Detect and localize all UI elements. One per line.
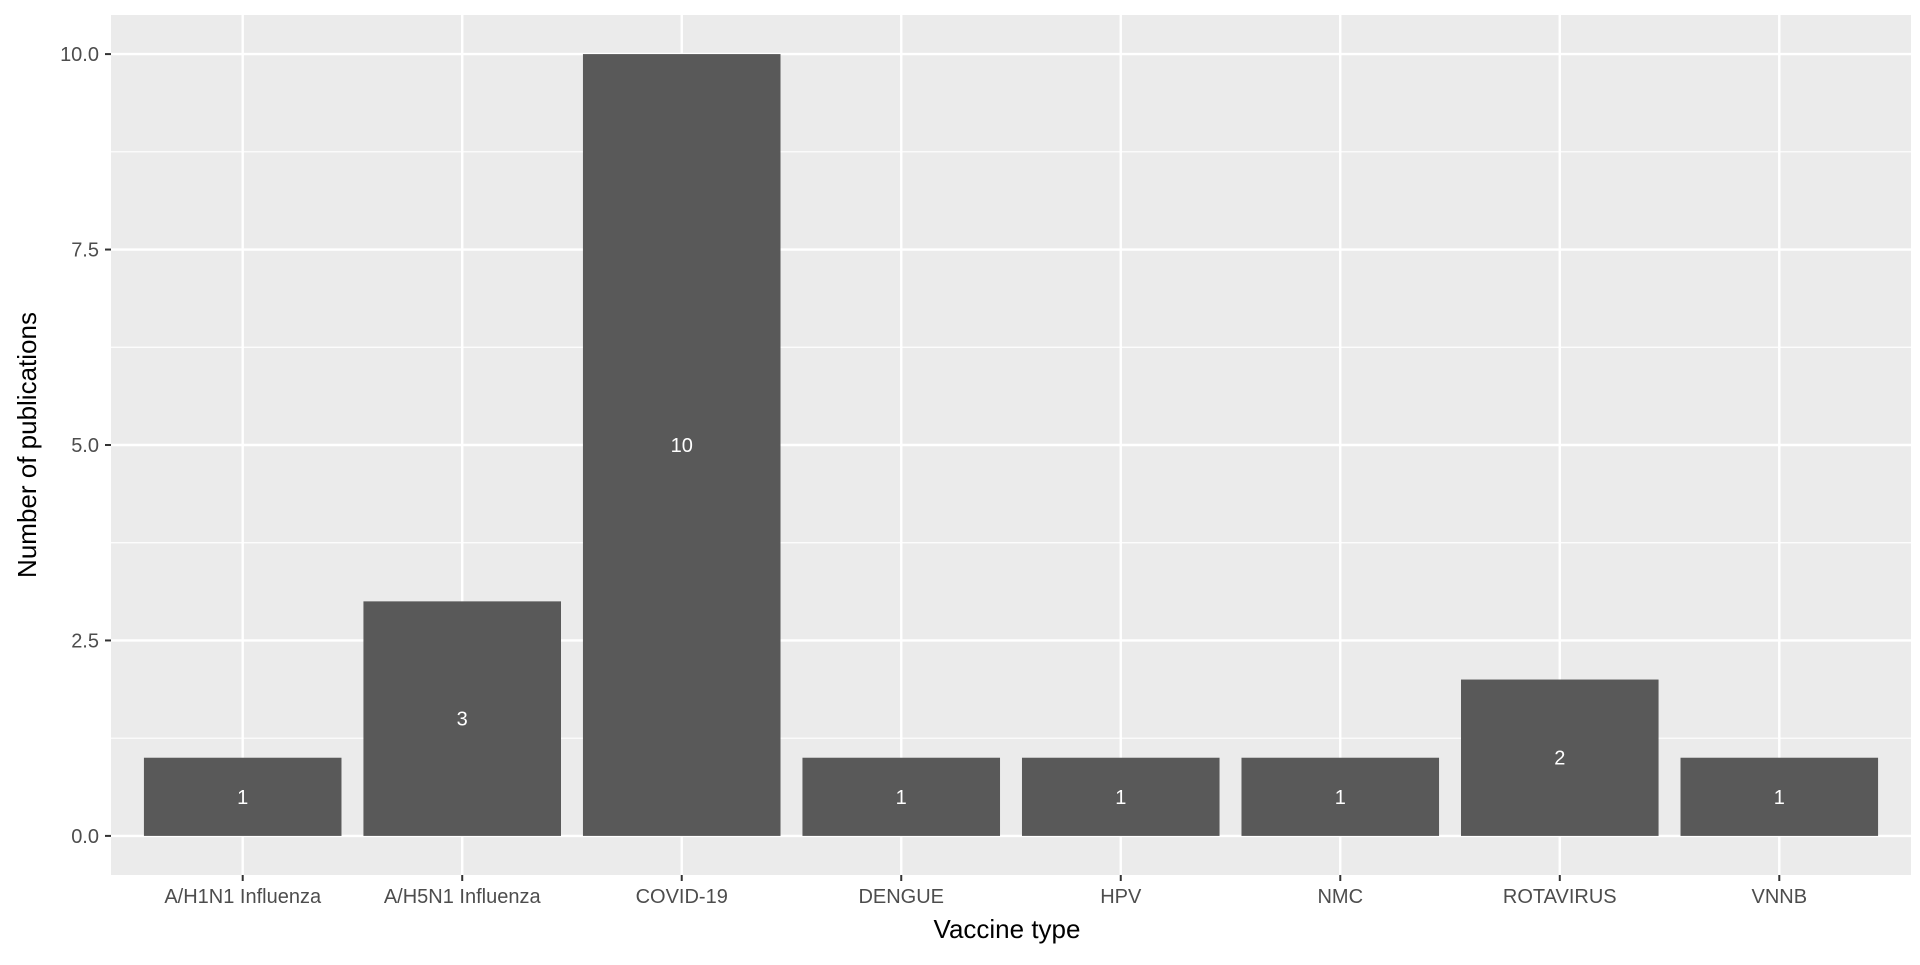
x-tick-label: HPV bbox=[1100, 886, 1142, 908]
y-tick-label: 0.0 bbox=[71, 826, 99, 848]
bar bbox=[1241, 757, 1440, 836]
bar bbox=[1461, 679, 1659, 836]
bar bbox=[582, 54, 781, 836]
y-tick-label: 10.0 bbox=[60, 44, 99, 66]
bar-data-label: 10 bbox=[671, 435, 693, 457]
y-axis-title: Number of publications bbox=[12, 312, 42, 578]
bar-data-label: 1 bbox=[1335, 787, 1346, 809]
bar bbox=[802, 757, 1001, 836]
bars bbox=[143, 54, 1879, 836]
x-axis: A/H1N1 Influenza A/H5N1 Influenza COVID-19… bbox=[164, 875, 1807, 908]
y-tick-label: 2.5 bbox=[71, 630, 99, 652]
bar-data-labels: 1 3 10 1 1 1 2 1 bbox=[237, 435, 1785, 809]
x-tick-label: ROTAVIRUS bbox=[1503, 886, 1617, 908]
x-tick-label: A/H1N1 Influenza bbox=[164, 886, 322, 908]
bar-data-label: 1 bbox=[237, 787, 248, 809]
x-tick-label: VNNB bbox=[1752, 886, 1808, 908]
x-tick-label: A/H5N1 Influenza bbox=[384, 886, 542, 908]
x-axis-title: Vaccine type bbox=[934, 914, 1081, 944]
bar bbox=[1680, 757, 1879, 836]
x-tick-label: COVID-19 bbox=[636, 886, 728, 908]
y-tick-label: 5.0 bbox=[71, 435, 99, 457]
bar bbox=[143, 757, 342, 836]
y-tick-label: 7.5 bbox=[71, 240, 99, 262]
x-tick-label: NMC bbox=[1317, 886, 1363, 908]
y-axis: 0.0 2.5 5.0 7.5 10.0 bbox=[60, 44, 111, 848]
bar-data-label: 1 bbox=[896, 787, 907, 809]
x-tick-label: DENGUE bbox=[858, 886, 944, 908]
bar bbox=[363, 601, 561, 836]
bar-data-label: 1 bbox=[1115, 787, 1126, 809]
bar-data-label: 3 bbox=[457, 709, 468, 731]
bar bbox=[1021, 757, 1220, 836]
bar-data-label: 2 bbox=[1554, 748, 1565, 770]
bar-data-label: 1 bbox=[1774, 787, 1785, 809]
